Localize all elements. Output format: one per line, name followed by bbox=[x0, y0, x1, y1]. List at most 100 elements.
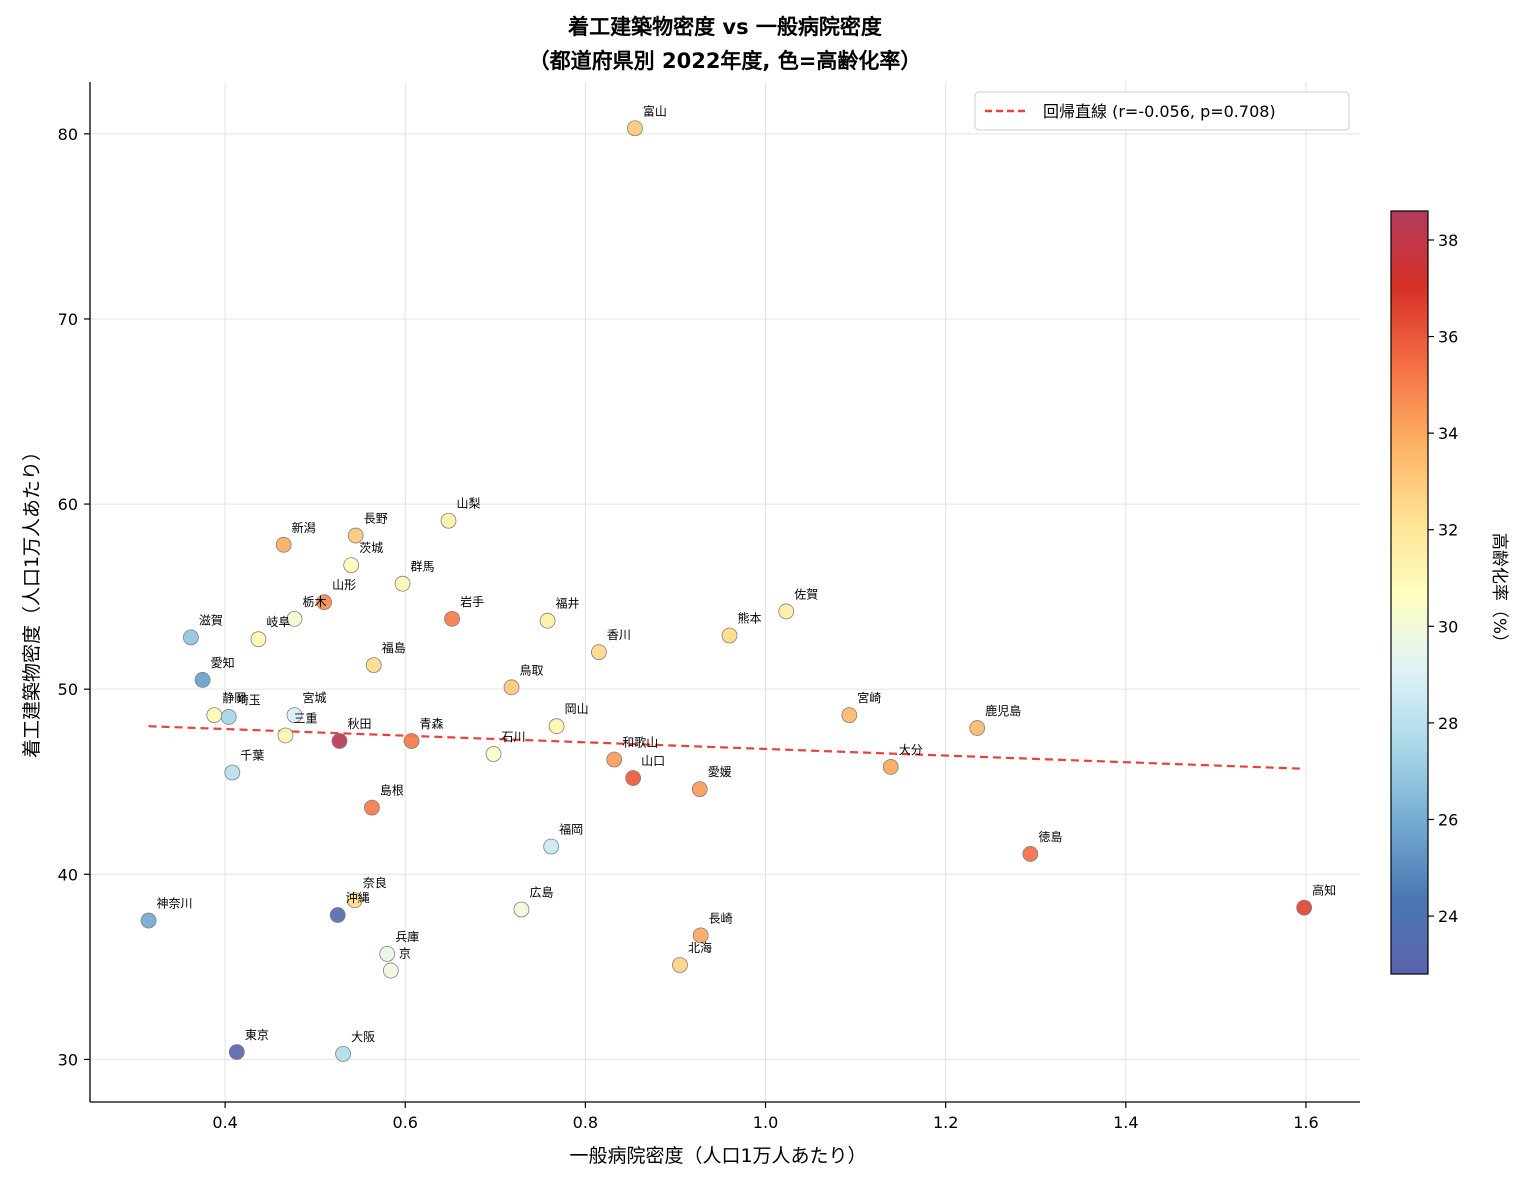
point-label: 群馬 bbox=[411, 560, 435, 574]
data-point bbox=[286, 707, 303, 724]
point-label: 岐阜 bbox=[266, 615, 290, 629]
point-label: 栃木 bbox=[302, 595, 326, 609]
data-point bbox=[543, 838, 560, 855]
y-tick-label: 40 bbox=[58, 865, 78, 884]
point-label: 高知 bbox=[1312, 883, 1336, 898]
data-point bbox=[220, 709, 237, 725]
data-point bbox=[403, 733, 420, 749]
data-point bbox=[286, 610, 303, 627]
colorbar-tick-label: 26 bbox=[1438, 810, 1458, 829]
data-point bbox=[335, 1045, 351, 1062]
points-layer bbox=[140, 120, 1313, 1062]
y-tick-label: 80 bbox=[58, 125, 78, 144]
data-point bbox=[343, 557, 360, 574]
point-label: 徳島 bbox=[1038, 829, 1062, 844]
point-label: 愛知 bbox=[211, 656, 235, 670]
point-label: 広島 bbox=[529, 884, 553, 899]
data-point bbox=[365, 657, 382, 674]
point-label: 大阪 bbox=[351, 1030, 375, 1044]
colorbar-tick-label: 34 bbox=[1438, 424, 1458, 443]
point-label: 静岡 bbox=[222, 691, 246, 705]
data-point bbox=[364, 799, 380, 816]
regression-layer bbox=[148, 725, 1305, 770]
point-label: 青森 bbox=[420, 716, 444, 731]
data-point bbox=[513, 901, 530, 918]
point-label: 長野 bbox=[364, 512, 388, 526]
point-label: 香川 bbox=[607, 628, 631, 642]
point-label: 愛媛 bbox=[708, 765, 732, 779]
data-point bbox=[228, 1044, 245, 1060]
regression-line bbox=[148, 725, 1305, 770]
chart-title-line2: （都道府県別 2022年度, 色=高齢化率） bbox=[529, 49, 922, 73]
data-point bbox=[331, 733, 348, 749]
point-label: 大分 bbox=[899, 743, 923, 757]
colorbar-label: 高齢化率（%） bbox=[1489, 533, 1509, 651]
x-tick-label: 1.0 bbox=[753, 1113, 778, 1132]
point-label: 山口 bbox=[641, 754, 665, 768]
point-label: 三重 bbox=[293, 711, 317, 725]
point-label: 秋田 bbox=[347, 717, 371, 731]
data-point bbox=[721, 627, 738, 644]
colorbar: 24 26 28 30 32 34 36 38 高齢化率（%） bbox=[1390, 210, 1509, 975]
point-label: 石川 bbox=[502, 730, 526, 744]
data-point bbox=[692, 927, 709, 944]
colorbar-tick-label: 32 bbox=[1438, 521, 1458, 540]
point-label: 鹿児島 bbox=[985, 703, 1021, 718]
data-point bbox=[503, 679, 520, 696]
point-label: 福島 bbox=[382, 640, 406, 655]
data-point bbox=[316, 594, 333, 611]
point-label: 宮城 bbox=[302, 690, 326, 705]
point-label: 山梨 bbox=[456, 497, 480, 511]
point-label: 和歌山 bbox=[622, 735, 658, 750]
y-tick-label: 30 bbox=[58, 1050, 78, 1069]
legend-box bbox=[974, 91, 1350, 131]
x-ticks: 0.4 0.6 0.8 1.0 1.2 1.4 1.6 bbox=[212, 1102, 1319, 1132]
data-point bbox=[277, 727, 294, 744]
point-label: 神奈川 bbox=[157, 897, 193, 911]
data-point bbox=[444, 610, 460, 627]
point-label: 埼玉 bbox=[237, 693, 261, 707]
legend-label: 回帰直線 (r=-0.056, p=0.708) bbox=[1043, 102, 1276, 121]
point-label: 鳥取 bbox=[520, 662, 544, 677]
y-ticks: 30 40 50 60 70 80 bbox=[58, 125, 90, 1069]
data-point bbox=[194, 672, 211, 688]
chart-title-line1: 着工建築物密度 vs 一般病院密度 bbox=[567, 15, 882, 39]
point-label: 奈良 bbox=[363, 875, 387, 890]
axes bbox=[89, 82, 1360, 1103]
point-label: 長崎 bbox=[709, 911, 733, 925]
point-label: 島根 bbox=[380, 783, 404, 798]
point-label: 福岡 bbox=[559, 822, 583, 837]
data-point bbox=[606, 751, 623, 768]
data-point bbox=[591, 644, 607, 661]
y-tick-label: 70 bbox=[58, 310, 78, 329]
colorbar-gradient bbox=[1390, 210, 1429, 975]
point-label: 東京 bbox=[245, 1028, 269, 1042]
x-tick-label: 1.4 bbox=[1113, 1113, 1138, 1132]
x-tick-label: 1.6 bbox=[1293, 1113, 1318, 1132]
data-point bbox=[250, 631, 267, 648]
data-point bbox=[275, 536, 292, 553]
data-point bbox=[691, 781, 708, 798]
colorbar-tick-label: 30 bbox=[1438, 617, 1458, 636]
data-point bbox=[841, 707, 858, 724]
x-tick-label: 0.6 bbox=[393, 1113, 418, 1132]
data-point bbox=[1022, 846, 1039, 862]
point-label: 熊本 bbox=[738, 611, 762, 626]
data-point bbox=[882, 759, 899, 775]
colorbar-tick-label: 36 bbox=[1438, 328, 1458, 347]
x-tick-label: 0.8 bbox=[573, 1113, 598, 1132]
point-label: 京 bbox=[399, 947, 411, 961]
data-point bbox=[440, 512, 457, 529]
point-label: 茨城 bbox=[359, 541, 383, 555]
data-point bbox=[625, 770, 642, 786]
point-label: 宮崎 bbox=[857, 690, 881, 705]
point-label: 福井 bbox=[556, 596, 580, 611]
point-label: 滋賀 bbox=[199, 613, 223, 627]
data-point bbox=[379, 946, 396, 962]
point-label: 岩手 bbox=[460, 594, 484, 609]
data-point bbox=[548, 718, 565, 735]
point-label: 兵庫 bbox=[395, 930, 419, 944]
point-label: 山形 bbox=[332, 578, 356, 592]
data-point bbox=[539, 612, 556, 629]
